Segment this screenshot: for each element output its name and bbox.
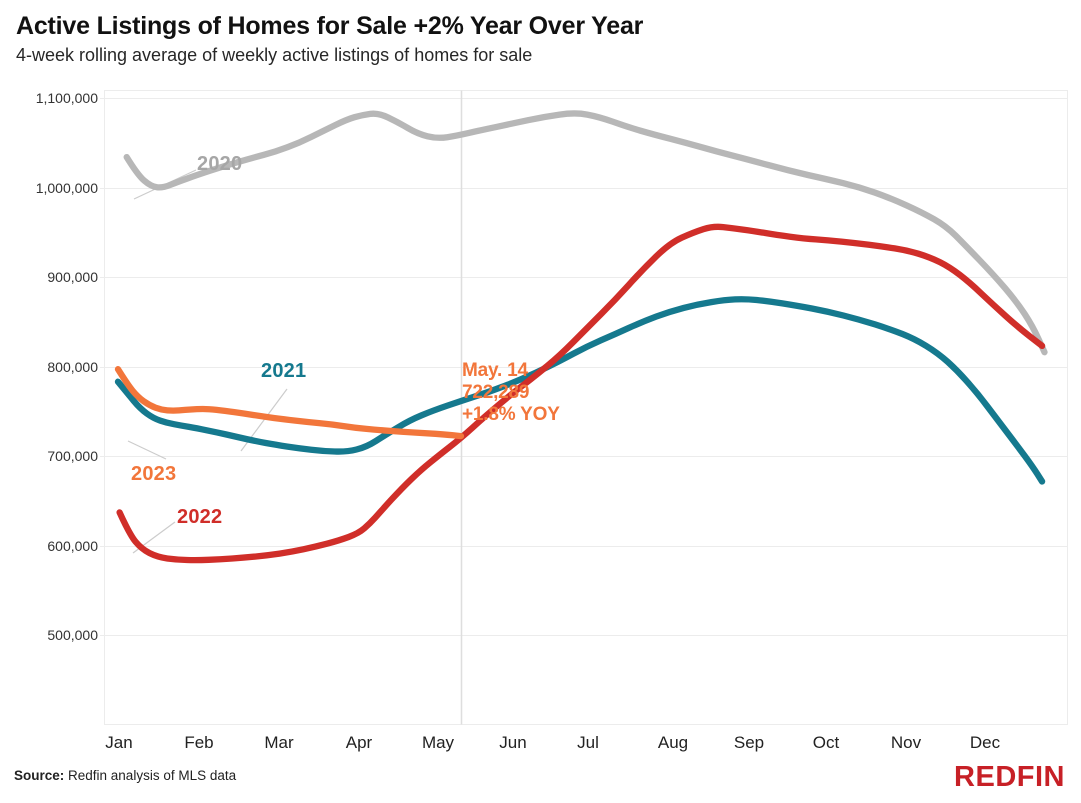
leader-line-2023 [127, 440, 167, 460]
series-label-2021: 2021 [261, 360, 307, 382]
x-axis-label: Apr [345, 733, 373, 752]
x-axis-label: Nov [890, 733, 922, 752]
x-axis-label: Jun [499, 733, 527, 752]
source-note: Source: Redfin analysis of MLS data [14, 768, 236, 783]
x-axis-label: Jan [105, 733, 133, 752]
annotation-value: 722,289 [462, 382, 530, 403]
series-line-2023 [114, 366, 465, 440]
x-axis-label: Oct [812, 733, 840, 752]
series-line-2022 [116, 223, 1046, 564]
y-axis-label: 1,100,000 [35, 90, 98, 106]
annotation-yoy: +1.8% YOY [462, 404, 560, 425]
y-axis-label: 800,000 [47, 359, 98, 375]
y-axis-label: 600,000 [47, 538, 98, 554]
gridlines [100, 98, 1068, 636]
series-line-2020 [123, 110, 1048, 356]
x-axis-label: May [421, 733, 455, 752]
x-axis-label: Dec [969, 733, 1001, 752]
plot-border [104, 90, 1068, 725]
y-axis-label: 1,000,000 [35, 180, 98, 196]
x-axis-label: Mar [264, 733, 294, 752]
x-axis-label: Aug [657, 733, 689, 752]
series-label-2020: 2020 [197, 153, 243, 175]
annotation-may-14: May. 14 722,289 +1.8% YOY [462, 360, 560, 426]
y-axis-label: 900,000 [47, 269, 98, 285]
series-label-2023: 2023 [131, 463, 177, 485]
y-axis-label: 500,000 [47, 627, 98, 643]
y-axis-label: 700,000 [47, 448, 98, 464]
series-line-2021 [114, 296, 1046, 485]
series-label-2022: 2022 [177, 506, 223, 528]
page-title: Active Listings of Homes for Sale +2% Ye… [16, 12, 644, 40]
annotation-date: May. 14 [462, 360, 528, 381]
series-lines [114, 110, 1048, 564]
x-axis-label: Sep [733, 733, 765, 752]
source-text: Redfin analysis of MLS data [64, 768, 237, 783]
source-label: Source: [14, 768, 65, 783]
x-axis-label: Jul [577, 733, 599, 752]
x-axis-label: Feb [184, 733, 214, 752]
page-subtitle: 4-week rolling average of weekly active … [16, 45, 533, 65]
redfin-logo: REDFIN [954, 761, 1065, 793]
